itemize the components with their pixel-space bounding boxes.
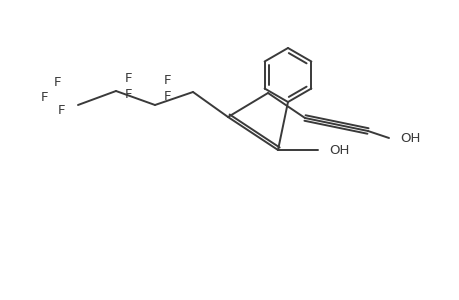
Text: F: F bbox=[164, 74, 171, 86]
Text: F: F bbox=[41, 91, 49, 103]
Text: OH: OH bbox=[328, 143, 349, 157]
Text: F: F bbox=[125, 88, 133, 100]
Text: F: F bbox=[125, 71, 133, 85]
Text: F: F bbox=[54, 76, 62, 88]
Text: F: F bbox=[58, 103, 66, 116]
Text: OH: OH bbox=[399, 131, 420, 145]
Text: F: F bbox=[164, 89, 171, 103]
